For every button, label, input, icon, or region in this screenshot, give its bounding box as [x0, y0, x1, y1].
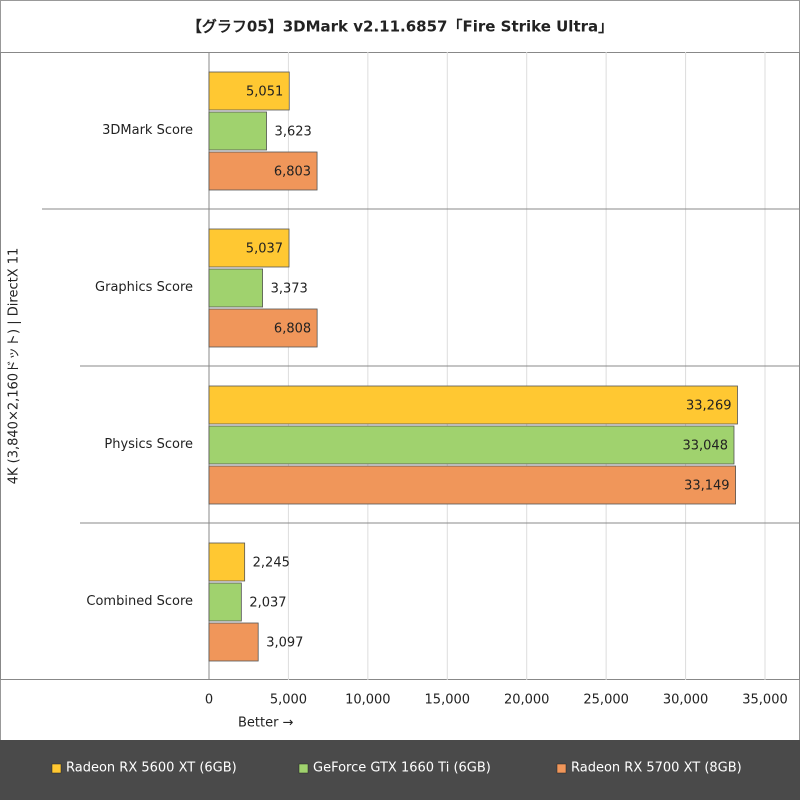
x-tick-label: 10,000: [345, 693, 391, 708]
bar: [208, 71, 290, 111]
value-label: 5,037: [246, 242, 283, 257]
bar: [208, 385, 738, 425]
value-label: 6,803: [274, 165, 311, 180]
value-label: 6,808: [274, 322, 311, 337]
legend-label: Radeon RX 5700 XT (8GB): [571, 761, 742, 776]
value-label: 33,269: [686, 399, 732, 414]
x-tick-label: 25,000: [583, 693, 629, 708]
x-tick-label: 15,000: [425, 693, 471, 708]
bar: [208, 622, 259, 662]
group-label: 4K (3,840×2,160ドット) | DirectX 11: [7, 248, 22, 485]
value-label: 2,037: [249, 596, 286, 611]
legend-label: Radeon RX 5600 XT (6GB): [66, 761, 237, 776]
x-tick-label: 20,000: [504, 693, 550, 708]
value-label: 33,048: [682, 439, 728, 454]
y-tick-label: Combined Score: [86, 594, 193, 609]
legend-label: GeForce GTX 1660 Ti (6GB): [313, 761, 491, 776]
y-tick-label: Physics Score: [104, 437, 193, 452]
bar: [208, 542, 246, 582]
x-tick-label: 30,000: [663, 693, 709, 708]
legend-swatch: [51, 763, 62, 774]
value-label: 3,623: [275, 125, 312, 140]
value-label: 2,245: [253, 556, 290, 571]
x-axis-label: Better →: [238, 716, 294, 731]
x-tick-label: 35,000: [742, 693, 788, 708]
bar: [208, 425, 735, 465]
value-label: 33,149: [684, 479, 730, 494]
bar: [208, 151, 318, 191]
legend: Radeon RX 5600 XT (6GB) GeForce GTX 1660 …: [51, 761, 742, 776]
bar: [208, 582, 242, 622]
chart-title: 【グラフ05】3DMark v2.11.6857「Fire Strike Ult…: [187, 18, 613, 36]
bar: [208, 111, 267, 151]
y-tick-label: 3DMark Score: [102, 123, 193, 138]
value-label: 3,373: [271, 282, 308, 297]
bar: [208, 228, 290, 268]
x-tick-label: 5,000: [270, 693, 307, 708]
legend-swatch: [556, 763, 567, 774]
legend-background: [0, 740, 800, 800]
x-tick-label: 0: [205, 693, 213, 708]
legend-swatch: [298, 763, 309, 774]
value-label: 5,051: [246, 85, 283, 100]
bar: [208, 268, 263, 308]
value-label: 3,097: [266, 636, 303, 651]
y-tick-label: Graphics Score: [95, 280, 193, 295]
bar: [208, 465, 736, 505]
bar: [208, 308, 318, 348]
